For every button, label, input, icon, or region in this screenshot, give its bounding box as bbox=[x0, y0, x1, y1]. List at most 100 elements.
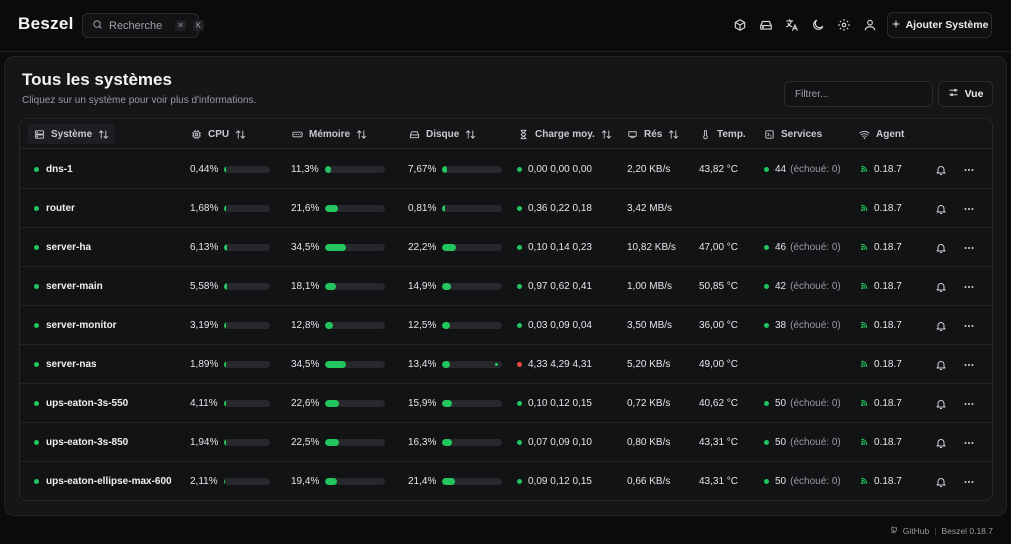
system-name: ups-eaton-3s-850 bbox=[46, 437, 129, 448]
temp-value: 47,00 °C bbox=[699, 242, 739, 253]
github-link[interactable]: GitHub bbox=[902, 526, 930, 536]
more-options-icon[interactable] bbox=[963, 281, 975, 293]
network-value: 1,00 MB/s bbox=[627, 281, 673, 292]
status-dot bbox=[34, 167, 39, 172]
more-options-icon[interactable] bbox=[963, 437, 975, 449]
memory-value: 19,4% bbox=[291, 476, 320, 487]
network-value: 0,66 KB/s bbox=[627, 476, 671, 487]
system-name-cell[interactable]: ups-eaton-ellipse-max-600 bbox=[34, 462, 172, 500]
bell-icon[interactable] bbox=[935, 437, 947, 449]
status-dot bbox=[34, 362, 39, 367]
cpu-usage-bar bbox=[224, 244, 271, 251]
column-header-disk[interactable]: Disque bbox=[409, 119, 476, 149]
table-row[interactable]: server-monitor 3,19% 12,8% 12,5% 0,03 0,… bbox=[20, 306, 992, 345]
more-options-icon[interactable] bbox=[963, 242, 975, 254]
alerts-cell bbox=[935, 267, 947, 306]
more-options-icon[interactable] bbox=[963, 476, 975, 488]
bell-icon[interactable] bbox=[935, 164, 947, 176]
cpu-usage-fill bbox=[224, 322, 227, 329]
version-link[interactable]: Beszel 0.18.7 bbox=[941, 526, 993, 536]
temp-cell: 43,31 °C bbox=[699, 462, 739, 500]
agent-signal-icon bbox=[860, 359, 869, 371]
column-header-temp[interactable]: Temp. bbox=[700, 119, 746, 149]
system-name-cell[interactable]: ups-eaton-3s-850 bbox=[34, 423, 128, 462]
containers-icon[interactable] bbox=[733, 18, 747, 32]
column-header-agent[interactable]: Agent bbox=[859, 119, 904, 149]
settings-icon[interactable] bbox=[837, 18, 851, 32]
memory-usage-bar bbox=[325, 478, 386, 485]
services-cell: 50 (échoué: 0) bbox=[764, 462, 841, 500]
language-icon[interactable] bbox=[785, 18, 799, 32]
system-name-cell[interactable]: server-nas bbox=[34, 345, 97, 384]
load-value: 0,09 0,12 0,15 bbox=[528, 476, 592, 487]
disk-value: 13,4% bbox=[408, 359, 437, 370]
disk-usage-bar bbox=[442, 205, 503, 212]
system-name: server-ha bbox=[46, 242, 92, 253]
app-logo[interactable]: Beszel bbox=[18, 14, 74, 33]
bell-icon[interactable] bbox=[935, 281, 947, 293]
services-cell bbox=[764, 345, 768, 384]
table-row[interactable]: ups-eaton-ellipse-max-600 2,11% 19,4% 21… bbox=[20, 462, 992, 500]
load-cell: 0,10 0,12 0,15 bbox=[517, 384, 592, 423]
agent-cell: 0.18.7 bbox=[860, 267, 902, 306]
system-name-cell[interactable]: dns-1 bbox=[34, 150, 73, 189]
add-system-button[interactable]: Ajouter Système bbox=[887, 12, 992, 38]
actions-cell bbox=[963, 228, 975, 267]
column-header-services[interactable]: Services bbox=[764, 119, 822, 149]
more-options-icon[interactable] bbox=[963, 203, 975, 215]
temp-value: 43,31 °C bbox=[699, 476, 739, 487]
table-row[interactable]: dns-1 0,44% 11,3% 7,67% 0,00 0,00 0,00 2… bbox=[20, 150, 992, 189]
memory-usage-bar bbox=[325, 439, 386, 446]
bell-icon[interactable] bbox=[935, 476, 947, 488]
table-row[interactable]: router 1,68% 21,6% 0,81% 0,36 0,22 0,18 … bbox=[20, 189, 992, 228]
wifi-icon bbox=[859, 129, 870, 140]
column-header-memory[interactable]: Mémoire bbox=[292, 119, 367, 149]
table-row[interactable]: ups-eaton-3s-550 4,11% 22,6% 15,9% 0,10 … bbox=[20, 384, 992, 423]
system-name-cell[interactable]: ups-eaton-3s-550 bbox=[34, 384, 128, 423]
column-header-network[interactable]: Rés bbox=[627, 119, 679, 149]
column-header-load[interactable]: Charge moy. bbox=[518, 119, 612, 149]
system-name-cell[interactable]: server-ha bbox=[34, 228, 91, 267]
theme-icon[interactable] bbox=[811, 18, 825, 32]
network-cell: 0,80 KB/s bbox=[627, 423, 670, 462]
load-status-dot bbox=[517, 167, 522, 172]
temp-value: 43,82 °C bbox=[699, 164, 739, 175]
bell-icon[interactable] bbox=[935, 398, 947, 410]
system-name-cell[interactable]: server-main bbox=[34, 267, 103, 306]
network-cell: 10,82 KB/s bbox=[627, 228, 676, 267]
system-name-cell[interactable]: server-monitor bbox=[34, 306, 117, 345]
bell-icon[interactable] bbox=[935, 320, 947, 332]
column-header-system[interactable]: Système bbox=[28, 124, 116, 144]
bell-icon[interactable] bbox=[935, 359, 947, 371]
bell-icon[interactable] bbox=[935, 203, 947, 215]
user-icon[interactable] bbox=[863, 18, 877, 32]
alerts-cell bbox=[935, 150, 947, 189]
column-header-cpu[interactable]: CPU bbox=[191, 119, 246, 149]
table-row[interactable]: server-main 5,58% 18,1% 14,9% 0,97 0,62 … bbox=[20, 267, 992, 306]
more-options-icon[interactable] bbox=[963, 359, 975, 371]
cpu-value: 6,13% bbox=[190, 242, 219, 253]
table-row[interactable]: server-nas 1,89% 34,5% 13,4% 4,33 4,29 4… bbox=[20, 345, 992, 384]
disk-usage-bar bbox=[442, 322, 503, 329]
cpu-value: 1,94% bbox=[190, 437, 219, 448]
actions-cell bbox=[963, 384, 975, 423]
table-row[interactable]: ups-eaton-3s-850 1,94% 22,5% 16,3% 0,07 … bbox=[20, 423, 992, 462]
search-button[interactable]: Recherche ⌘ K bbox=[82, 13, 204, 38]
network-cell: 2,20 KB/s bbox=[627, 150, 670, 189]
memory-cell: 12,8% bbox=[291, 306, 386, 345]
system-name-cell[interactable]: router bbox=[34, 189, 75, 228]
bell-icon[interactable] bbox=[935, 242, 947, 254]
view-button[interactable]: Vue bbox=[938, 81, 993, 107]
memory-cell: 22,5% bbox=[291, 423, 386, 462]
filter-input[interactable]: Filtrer... bbox=[784, 81, 933, 107]
table-row[interactable]: server-ha 6,13% 34,5% 22,2% 0,10 0,14 0,… bbox=[20, 228, 992, 267]
disk-usage-bar bbox=[442, 244, 503, 251]
more-options-icon[interactable] bbox=[963, 398, 975, 410]
load-cell: 0,36 0,22 0,18 bbox=[517, 189, 592, 228]
column-label-agent: Agent bbox=[876, 128, 905, 140]
more-options-icon[interactable] bbox=[963, 320, 975, 332]
memory-cell: 21,6% bbox=[291, 189, 386, 228]
more-options-icon[interactable] bbox=[963, 164, 975, 176]
agent-signal-icon bbox=[860, 437, 869, 449]
storage-icon[interactable] bbox=[759, 18, 773, 32]
